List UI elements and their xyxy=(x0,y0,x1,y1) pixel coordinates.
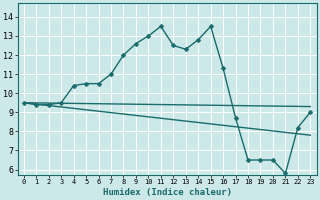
X-axis label: Humidex (Indice chaleur): Humidex (Indice chaleur) xyxy=(103,188,232,197)
